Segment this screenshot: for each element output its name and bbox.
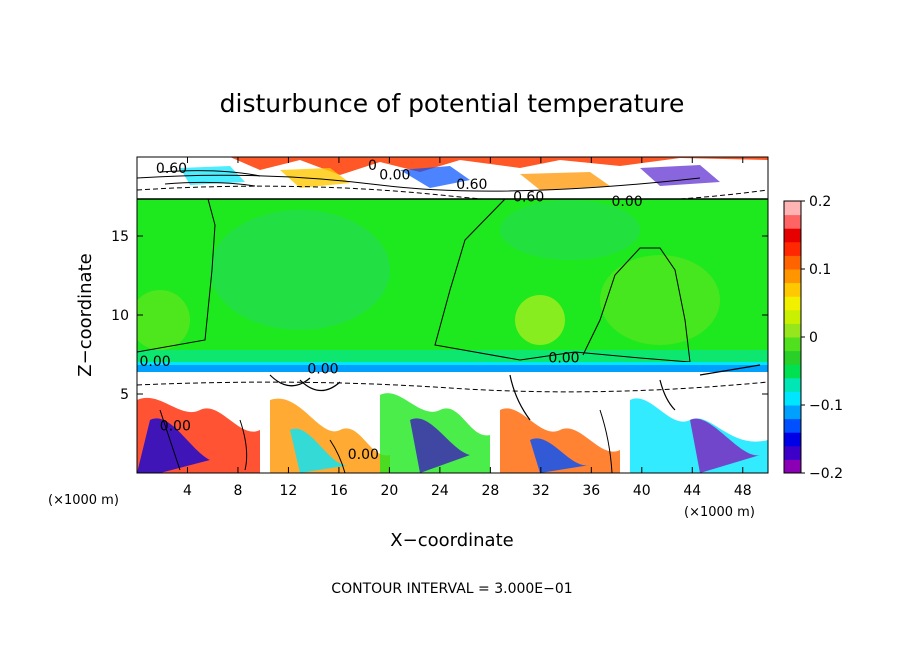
colorbar-swatch — [784, 377, 801, 392]
colorbar-swatch — [784, 228, 801, 243]
colorbar — [784, 201, 801, 474]
x-tick-label: 4 — [183, 483, 192, 499]
contour-label: 0.60 — [456, 177, 487, 193]
contour-label: 0.00 — [612, 194, 643, 210]
z-unit-label: (×1000 m) — [684, 505, 755, 520]
colorbar-swatch — [784, 296, 801, 311]
colorbar-tick-label: 0.1 — [809, 262, 831, 278]
colorbar-swatch — [784, 391, 801, 406]
colorbar-tick-label: 0.2 — [809, 194, 831, 210]
contour-label: 0.00 — [160, 419, 191, 435]
contour-labels: 0.60 00.000.600.60 0.000.00 0.000.000.000.0… — [140, 158, 643, 463]
colorbar-swatch — [784, 364, 801, 379]
contour-label: 0.60 — [156, 161, 187, 177]
colorbar-swatch — [784, 309, 801, 324]
colorbar-swatch — [784, 337, 801, 352]
colorbar-swatch — [784, 269, 801, 284]
colorbar-swatch — [784, 323, 801, 338]
x-tick-label: 16 — [330, 483, 348, 499]
colorbar-tick-label: 0 — [809, 330, 818, 346]
colorbar-tick-label: −0.2 — [809, 466, 843, 482]
chart-title: disturbunce of potential temperature — [220, 89, 685, 118]
colorbar-swatch — [784, 241, 801, 256]
colorbar-swatch — [784, 255, 801, 270]
x-tick-label: 48 — [734, 483, 752, 499]
colorbar-swatch — [784, 214, 801, 229]
x-tick-label: 28 — [481, 483, 499, 499]
x-tick-label: 32 — [532, 483, 550, 499]
contour-label: 0.00 — [379, 167, 410, 183]
contour-label: 0.00 — [348, 447, 379, 463]
colorbar-swatch — [784, 201, 801, 216]
plot-area — [137, 157, 768, 473]
contour-label: 0 — [368, 158, 377, 174]
x-tick-label: 44 — [683, 483, 701, 499]
x-axis: 4 8 12 16 20 24 28 32 36 40 44 48 — [183, 157, 752, 499]
contour-label: 0.60 — [513, 190, 544, 206]
colorbar-frame — [783, 200, 802, 474]
y-tick-label: 5 — [120, 387, 129, 403]
contour-interval-note: CONTOUR INTERVAL = 3.000E−01 — [331, 581, 572, 597]
contour-label: 0.00 — [140, 354, 171, 370]
x-axis-title: X−coordinate — [390, 530, 513, 551]
y-axis-title: Z−coordinate — [75, 253, 96, 376]
lower-layer — [137, 364, 768, 473]
colorbar-ticks: 0.2 0.1 0 −0.1 −0.2 — [801, 194, 843, 482]
y-axis: 5 10 15 — [111, 229, 768, 403]
colorbar-swatch — [784, 350, 801, 365]
colorbar-swatch — [784, 405, 801, 420]
x-tick-label: 12 — [280, 483, 298, 499]
mid-layer — [137, 198, 768, 369]
x-tick-label: 36 — [582, 483, 600, 499]
contour-label: 0.00 — [548, 351, 579, 367]
colorbar-swatch — [784, 282, 801, 297]
x-unit-label: (×1000 m) — [48, 493, 119, 508]
upper-band — [137, 157, 768, 204]
y-tick-label: 10 — [111, 308, 129, 324]
x-tick-label: 40 — [633, 483, 651, 499]
colorbar-swatch — [784, 459, 801, 474]
x-tick-label: 8 — [233, 483, 242, 499]
cold-band — [137, 364, 768, 372]
colorbar-tick-label: −0.1 — [809, 398, 843, 414]
colorbar-swatch — [784, 445, 801, 460]
x-tick-label: 20 — [380, 483, 398, 499]
contour-label: 0.00 — [307, 362, 338, 378]
colorbar-swatch — [784, 418, 801, 433]
y-tick-label: 15 — [111, 229, 129, 245]
x-tick-label: 24 — [431, 483, 449, 499]
colorbar-swatch — [784, 432, 801, 447]
